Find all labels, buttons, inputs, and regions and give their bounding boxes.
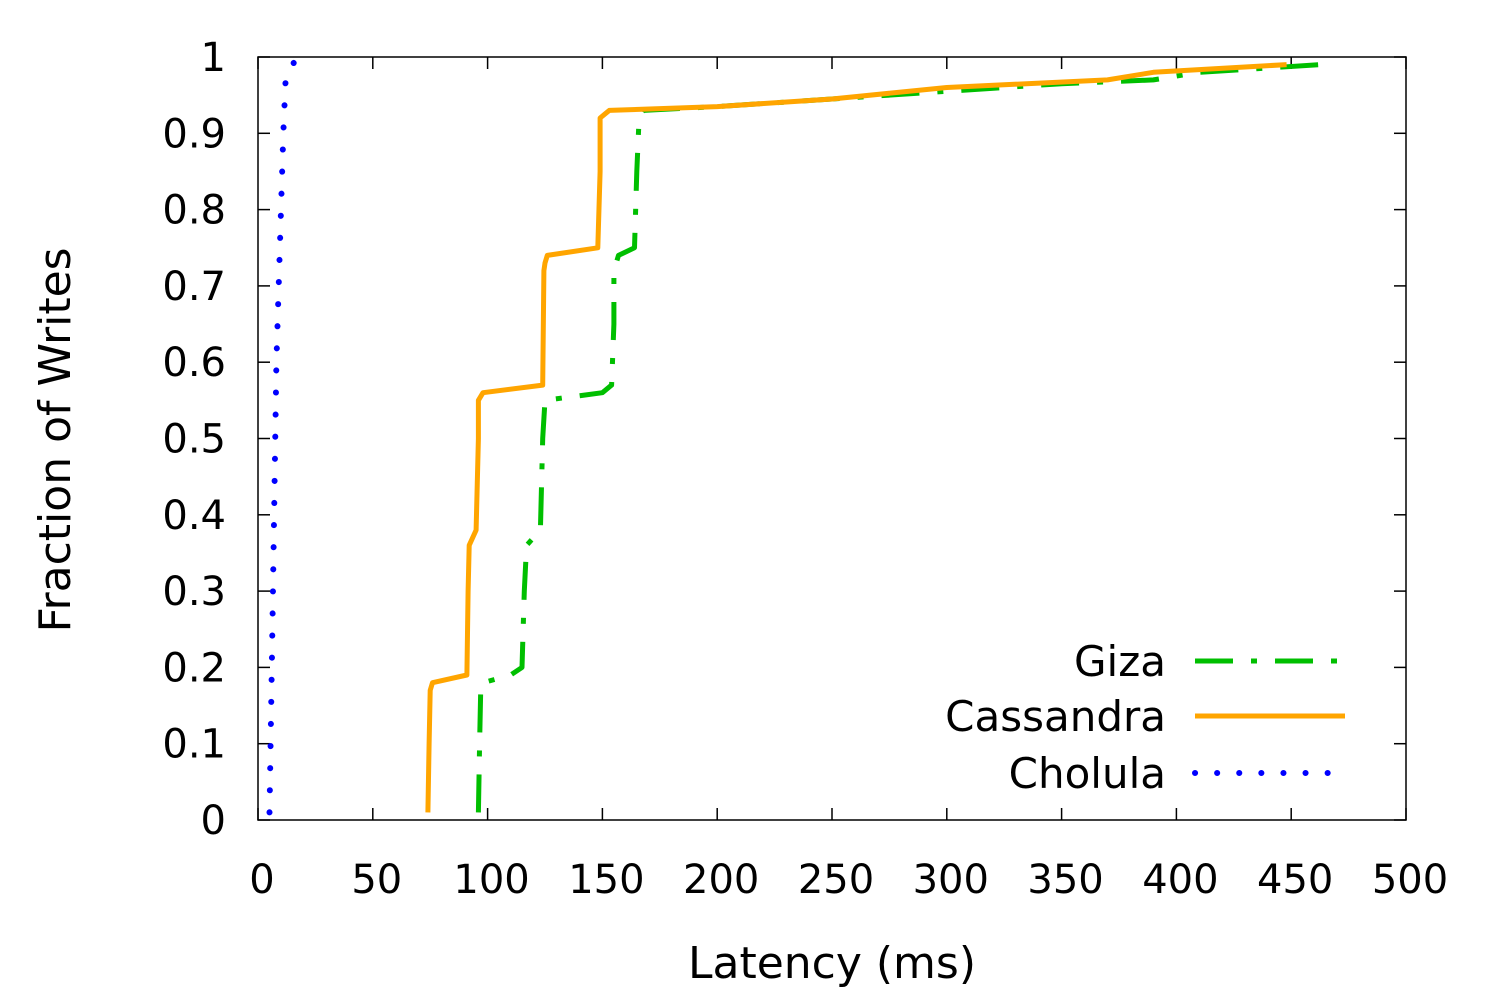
y-tick-label: 0.8 (162, 188, 226, 234)
legend-label-cassandra: Cassandra (945, 692, 1166, 741)
y-tick-label: 0.6 (162, 340, 226, 386)
x-tick-label: 300 (913, 857, 989, 903)
x-tick-label: 450 (1257, 857, 1333, 903)
x-tick-label: 150 (568, 857, 644, 903)
y-tick-label: 0.3 (162, 569, 226, 615)
series-lines (266, 57, 1322, 816)
y-tick-label: 0.1 (162, 722, 226, 768)
axis-ticks (257, 56, 1407, 821)
series-line-cassandra (425, 62, 1287, 813)
series-line-giza (475, 62, 1322, 813)
x-tick-label: 200 (683, 857, 759, 903)
legend: Giza Cassandra Cholula (945, 637, 1348, 798)
x-tick-label: 50 (351, 857, 402, 903)
y-axis-title: Fraction of Writes (30, 247, 81, 632)
legend-label-cholula: Cholula (1009, 749, 1166, 798)
x-tick-label: 0 (249, 857, 274, 903)
y-tick-label: 0.4 (162, 493, 226, 539)
x-tick-label: 350 (1027, 857, 1103, 903)
y-tick-label: 0.9 (162, 111, 226, 157)
y-tick-label: 1 (201, 35, 226, 81)
y-tick-label: 0.2 (162, 645, 226, 691)
x-tick-label: 400 (1142, 857, 1218, 903)
y-tick-label: 0.7 (162, 264, 226, 310)
x-tick-label: 100 (453, 857, 529, 903)
x-tick-label: 500 (1372, 857, 1448, 903)
x-tick-labels: 0 50 100 150 200 250 300 350 400 450 500 (249, 857, 1448, 903)
y-tick-label: 0 (201, 798, 226, 844)
x-tick-label: 250 (798, 857, 874, 903)
legend-label-giza: Giza (1074, 637, 1166, 686)
series-line-cholula (266, 57, 298, 816)
y-tick-label: 0.5 (162, 417, 226, 463)
x-axis-title: Latency (ms) (688, 938, 976, 989)
y-tick-labels: 0 0.1 0.2 0.3 0.4 0.5 0.6 0.7 0.8 0.9 1 (162, 35, 226, 844)
